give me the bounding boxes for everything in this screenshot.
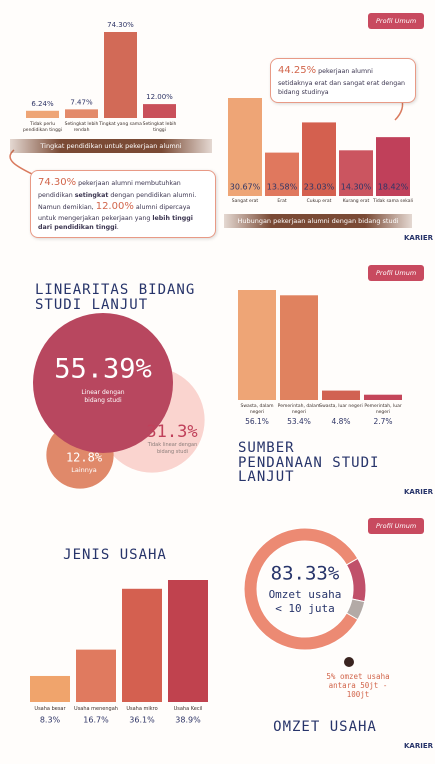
badge: Profil Umum (368, 518, 425, 534)
donut-segment (243, 527, 359, 651)
chart-title: SUMBER PENDANAAN STUDI LANJUT (238, 440, 380, 486)
note-text: 44.25% (278, 65, 317, 76)
note-text: pekerjaan alumni membutuhkan pendidikan (38, 180, 181, 199)
category-label: Usaha mikro (126, 706, 158, 712)
chart-title: OMZET USAHA (273, 719, 377, 735)
bar (143, 104, 176, 118)
annotation: 5% omzet usaha antara 50jt - 100jt (326, 672, 390, 699)
pointer-dot (344, 657, 354, 667)
bar (265, 152, 299, 196)
category-label: Tingkat yang sama (99, 122, 142, 127)
note-text: alumni dipercaya untuk mengerjakan peker… (38, 203, 191, 223)
bar (280, 295, 318, 400)
value-label: 18.42% (378, 183, 409, 192)
arrow (9, 149, 35, 176)
category-label: Linear dengan bidang studi (81, 389, 125, 404)
note: 74.30% pekerjaan alumni membutuhkan pend… (30, 170, 216, 239)
category-label: Erat (277, 199, 287, 204)
category-label: Swasta, luar negeri (319, 404, 363, 409)
category-label: Usaha menengah (74, 706, 118, 712)
note-text: pekerjaan alumni setidaknya erat dan san… (278, 68, 406, 96)
logo: KARIER (404, 488, 434, 496)
badge: Profil Umum (368, 265, 425, 281)
value-label: 5% (326, 672, 336, 681)
category-label: Tidak sama sekali (372, 199, 414, 204)
category-label: Sangat erat (231, 199, 259, 204)
value-label: 83.33% (271, 563, 340, 585)
value-label: 12.8% (66, 451, 103, 465)
value-label: 16.7% (83, 716, 109, 725)
chart-title: Tingkat pendidikan untuk pekerjaan alumn… (10, 139, 212, 153)
bar (322, 390, 360, 400)
note-text: setingkat (74, 191, 109, 199)
value-label: 53.4% (287, 417, 311, 426)
bar (104, 32, 137, 118)
chart-title: JENIS USAHA (63, 547, 167, 563)
value-label: 13.58% (267, 183, 298, 192)
value-label: 23.03% (304, 183, 335, 192)
category-label: Pemerintah, luar negeri (364, 404, 402, 415)
bar (238, 290, 276, 400)
category-label: Cukup erat (306, 199, 332, 204)
value-label: 38.9% (175, 716, 201, 725)
logo: KARIER (404, 234, 434, 242)
value-label: 2.7% (373, 417, 392, 426)
value-label: 14.30% (341, 183, 372, 192)
note-text: dengan pendidikan alumni. Namun demikian… (38, 191, 197, 211)
category-label: omzet usaha antara 50jt - 100jt (328, 672, 390, 699)
logo: KARIER (404, 742, 434, 750)
bar (376, 137, 410, 196)
category-label: Swasta, dalam negeri (240, 404, 274, 415)
chart-title: Hubungan pekerjaan alumni dengan bidang … (224, 214, 412, 228)
donut-segment (345, 557, 367, 603)
note-text: . (116, 224, 119, 232)
value-label: 55.39% (54, 354, 152, 385)
value-label: 6.24% (31, 100, 54, 108)
donut-segment (345, 598, 366, 621)
value-label: 30.67% (230, 183, 261, 192)
note-text: lebih tinggi dari pendidikan tinggi (38, 215, 193, 232)
bar (228, 98, 262, 196)
category-label: Usaha besar (34, 706, 66, 712)
bar (302, 122, 336, 196)
bar (339, 150, 373, 196)
bar (364, 394, 402, 400)
note-text: 12.00% (95, 200, 134, 212)
category-label: Setingkat lebih tinggi (142, 122, 177, 133)
value-label: 4.8% (331, 417, 350, 426)
chart-title: LINEARITAS BIDANG STUDI LANJUT (35, 282, 196, 313)
note-text: 74.30% (38, 177, 77, 188)
category-label: Lainnya (71, 466, 97, 474)
value-label: 36.1% (129, 716, 155, 725)
bar (26, 110, 59, 118)
bar (76, 649, 116, 702)
bar (168, 580, 208, 702)
note: 44.25% pekerjaan alumni setidaknya erat … (270, 58, 416, 103)
value-label: 31.3% (146, 422, 197, 442)
value-label: 56.1% (245, 417, 269, 426)
bar (122, 588, 162, 702)
category-label: Tidak perlu pendidikan tinggi (22, 122, 63, 133)
bar (65, 109, 98, 118)
badge: Profil Umum (368, 13, 425, 29)
category-label: Usaha Kecil (173, 706, 203, 712)
value-label: 12.00% (146, 93, 173, 101)
value-label: 74.30% (107, 21, 134, 29)
bubble (33, 313, 173, 453)
category-label: Pemerintah, dalam negeri (277, 404, 321, 415)
value-label: 8.3% (40, 716, 61, 725)
category-label: Setingkat lebih rendah (64, 122, 99, 133)
category-label: Tidak linear dengan bidang studi (147, 442, 198, 455)
category-label: Kurang erat (342, 199, 370, 204)
category-label: Omzet usaha < 10 juta (268, 588, 342, 615)
value-label: 7.47% (70, 98, 93, 106)
bar (30, 675, 70, 702)
